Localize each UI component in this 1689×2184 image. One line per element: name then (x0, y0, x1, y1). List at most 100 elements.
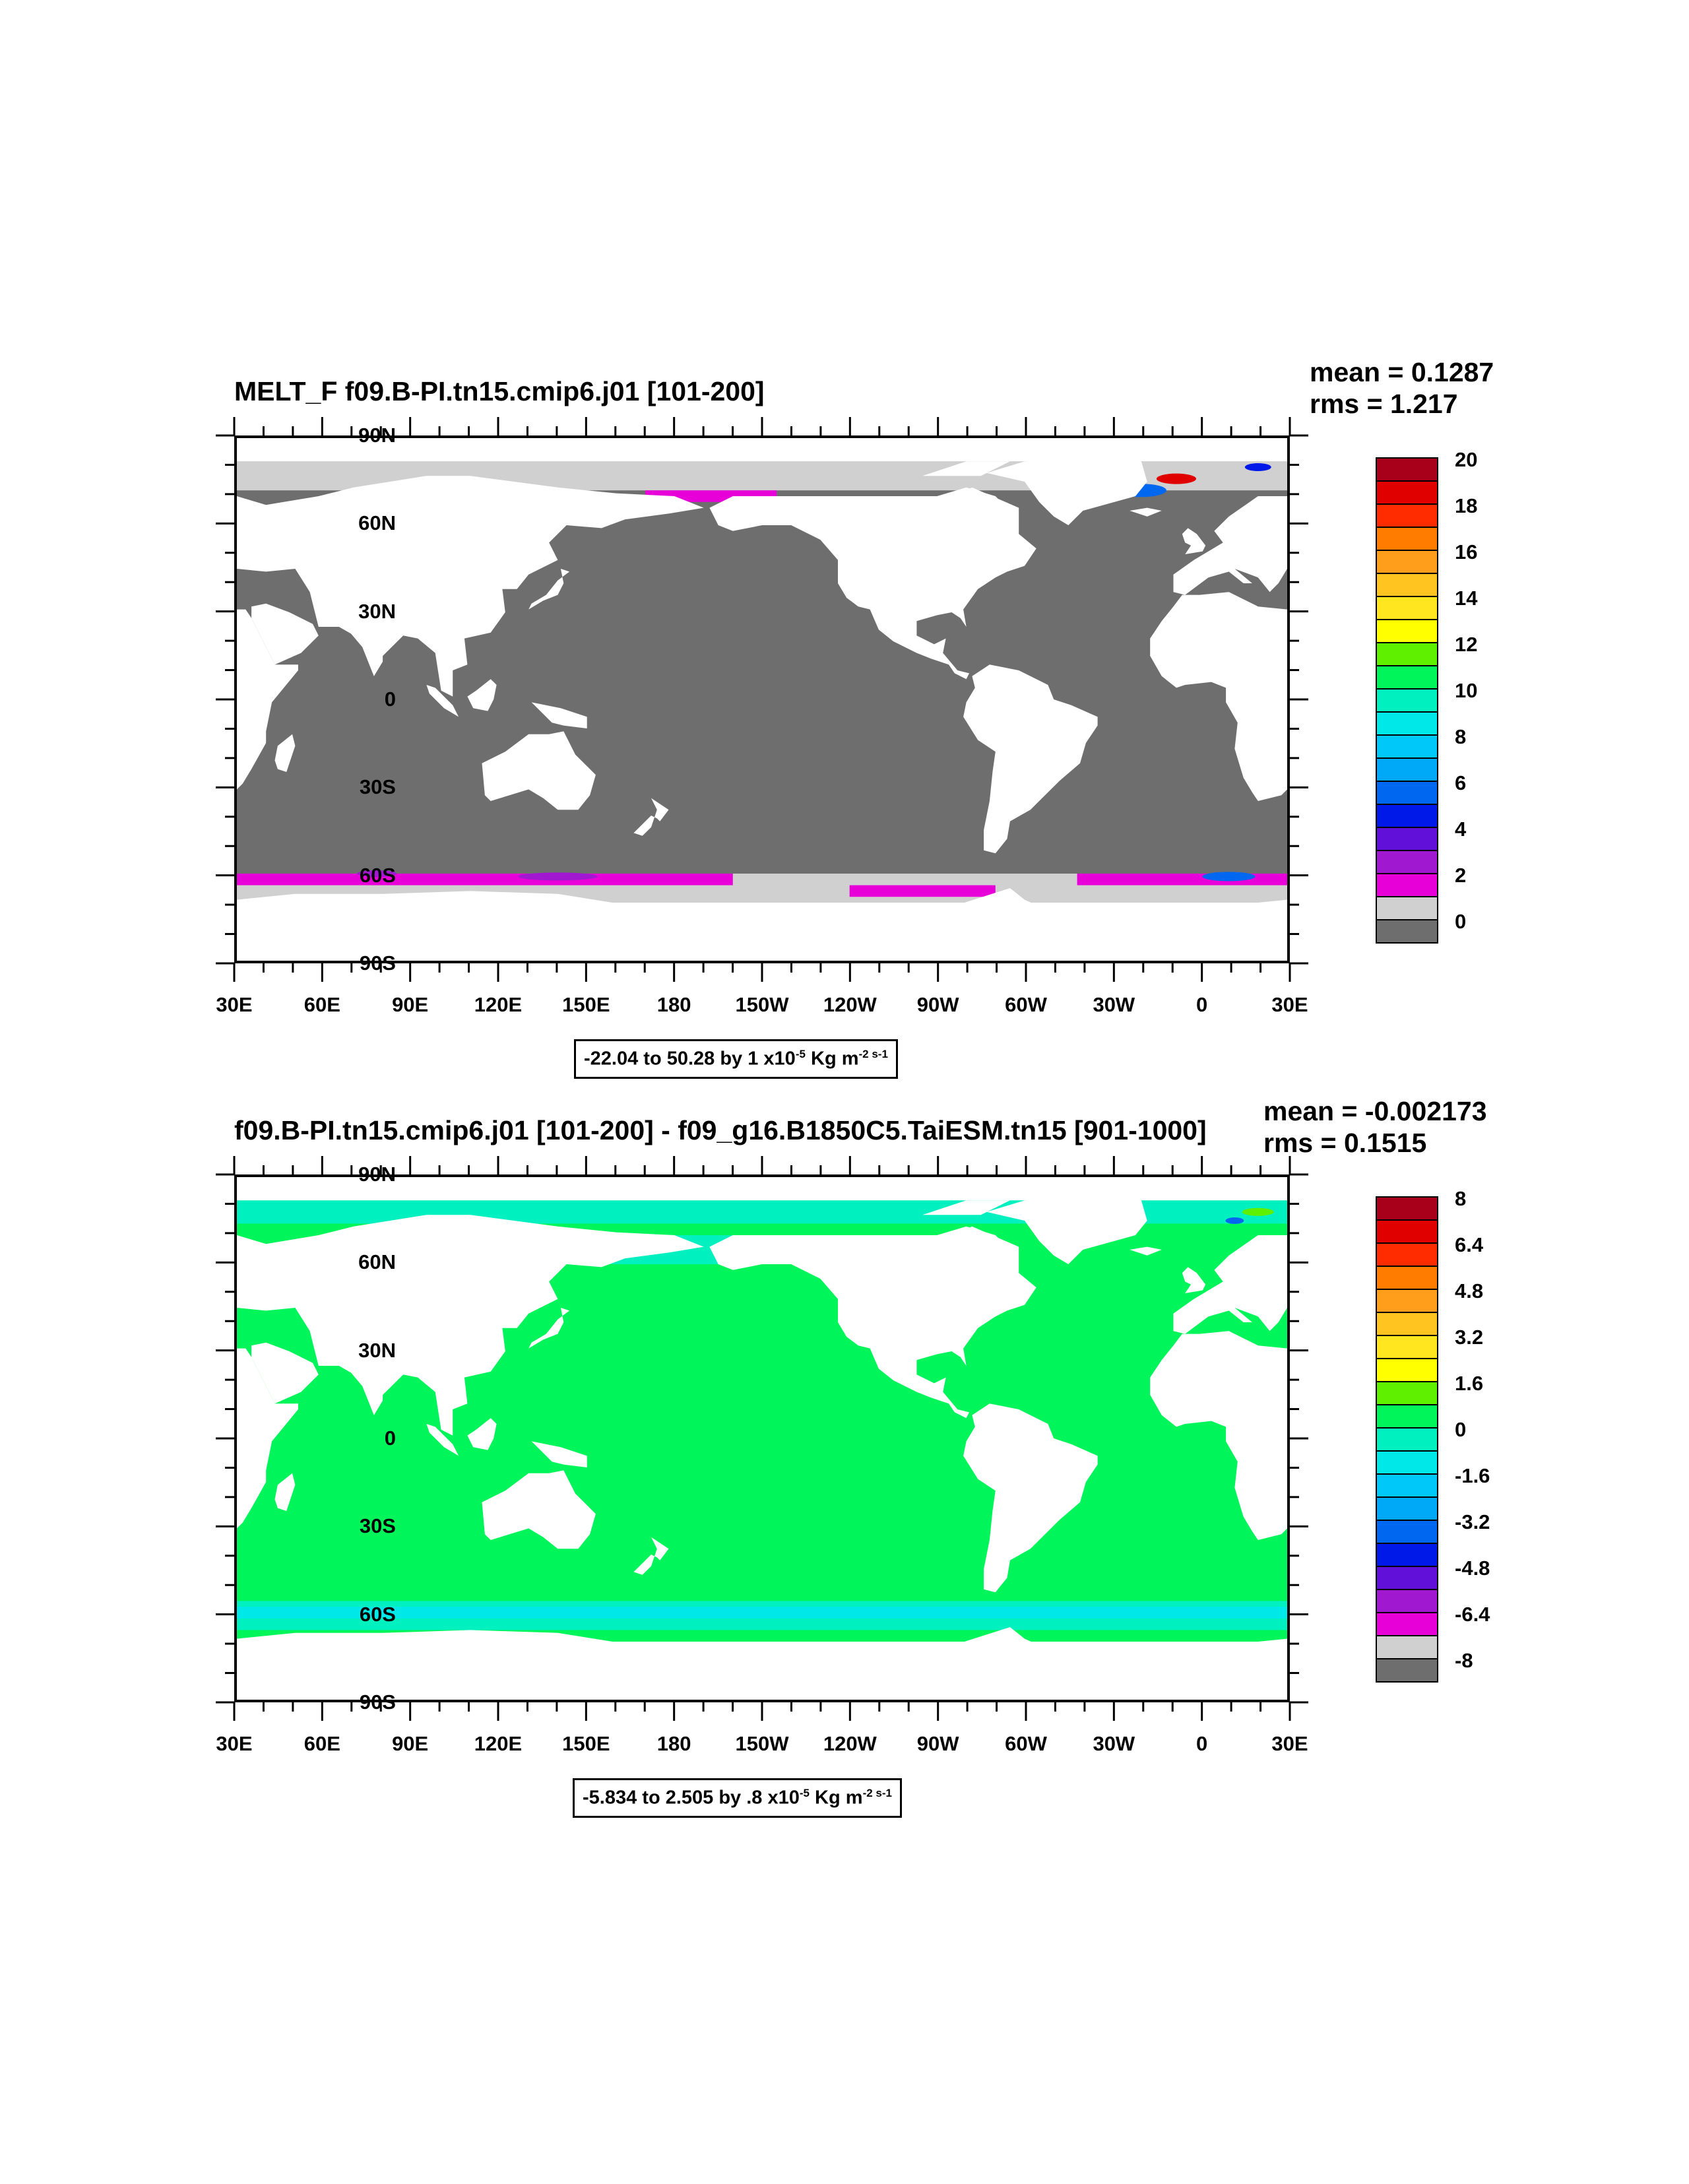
colorbar-label: 8 (1455, 1187, 1467, 1210)
land-borneo (467, 1418, 497, 1450)
y-tick-label: 60S (359, 1602, 396, 1626)
y-tick-label: 60N (358, 511, 396, 535)
colorbar-swatch (1376, 619, 1438, 643)
colorbar-swatch (1376, 711, 1438, 736)
colorbar-swatch (1376, 1635, 1438, 1659)
colorbar-swatch (1376, 1196, 1438, 1221)
x-tick-label: 60E (303, 1732, 340, 1755)
colorbar-swatch (1376, 1589, 1438, 1613)
positive-spot (1242, 1207, 1274, 1216)
land-namerica (709, 1226, 1036, 1419)
colorbar-swatch (1376, 781, 1438, 805)
land-australia (482, 731, 596, 810)
land-greenland (986, 1197, 1147, 1264)
land-samerica (963, 664, 1098, 854)
map-frame (216, 1156, 1308, 1721)
colorbar-swatch (1376, 757, 1438, 782)
land-india (348, 618, 404, 676)
land-eurasia (1173, 1235, 1287, 1334)
land-namerica (709, 487, 1036, 680)
colorbar-swatch (1376, 1312, 1438, 1336)
arctic-ice-edge (237, 438, 1287, 462)
y-tick-label: 90N (358, 1163, 396, 1186)
colorbar-swatch (1376, 457, 1438, 482)
x-tick-label: 30W (1093, 993, 1135, 1016)
y-tick-label: 0 (384, 688, 396, 711)
land-borneo (467, 679, 497, 711)
colorbar-swatch (1376, 1520, 1438, 1544)
map-canvas (237, 1177, 1287, 1700)
colorbar-label: 0 (1455, 1418, 1467, 1441)
land-baffin (937, 487, 1010, 517)
colorbar-swatch (1376, 480, 1438, 505)
melt-band (849, 885, 996, 897)
panel-melt-flux: MELT_F f09.B-PI.tn15.cmip6.j01 [101-200]… (0, 356, 1689, 1095)
colorbar-label: -4.8 (1455, 1557, 1490, 1580)
colorbar-label: 8 (1455, 725, 1467, 748)
map-frame (216, 417, 1308, 982)
colorbar-swatch (1376, 1219, 1438, 1244)
colorbar-swatch (1376, 503, 1438, 528)
x-tick-label: 30E (216, 1732, 253, 1755)
colorbar-swatch (1376, 665, 1438, 690)
x-tick-label: 30W (1093, 1732, 1135, 1755)
colorbar-swatch (1376, 1381, 1438, 1405)
colorbar-label: 18 (1455, 494, 1478, 517)
colorbar-swatch (1376, 688, 1438, 713)
colorbar-label: 1.6 (1455, 1372, 1484, 1395)
colorbar-label: -8 (1455, 1649, 1473, 1672)
negative-band (237, 1607, 1287, 1619)
land-uk (1182, 1267, 1206, 1293)
contour-range-box: -22.04 to 50.28 by 1 x10-5 Kg m-2 s-1 (574, 1039, 898, 1079)
x-tick-label: 90W (916, 1732, 959, 1755)
colorbar-swatch (1376, 527, 1438, 551)
colorbar-swatch (1376, 1289, 1438, 1313)
contour-range-box: -5.834 to 2.505 by .8 x10-5 Kg m-2 s-1 (573, 1778, 902, 1818)
axis-ticks (216, 1156, 1308, 1721)
land-madagascar (274, 734, 296, 772)
rms-stat: rms = 1.217 (1310, 389, 1458, 419)
colorbar-swatch (1376, 1612, 1438, 1636)
colorbar-swatch (1376, 919, 1438, 944)
x-tick-label: 30E (1271, 993, 1308, 1016)
land-antarctica (237, 1630, 675, 1700)
panel-difference: f09.B-PI.tn15.cmip6.j01 [101-200] - f09_… (0, 1095, 1689, 1834)
negative-spot (1225, 1217, 1244, 1224)
colorbar-swatch (1376, 1242, 1438, 1267)
melt-band (237, 874, 733, 885)
x-tick-label: 0 (1196, 993, 1208, 1016)
x-tick-label: 60W (1005, 1732, 1047, 1755)
range-text: -5.834 to 2.505 by .8 x10 (583, 1787, 800, 1809)
colorbar-swatch (1376, 642, 1438, 666)
land-ellesmere (922, 461, 1010, 476)
land-japan (528, 569, 570, 610)
colorbar-label: -6.4 (1455, 1603, 1490, 1626)
panel-title: f09.B-PI.tn15.cmip6.j01 [101-200] - f09_… (234, 1115, 1207, 1145)
land-eurasia (1173, 496, 1287, 595)
melt-core (1156, 473, 1196, 484)
x-tick-label: 30E (216, 993, 253, 1016)
x-tick-label: 120E (474, 993, 523, 1016)
land-arabia (251, 1342, 319, 1404)
y-tick-label: 60S (359, 863, 396, 887)
x-tick-label: 150E (562, 1732, 610, 1755)
land-australia (482, 1470, 596, 1549)
colorbar-label: 4 (1455, 818, 1467, 841)
colorbar-swatch (1376, 734, 1438, 759)
no-data-area (237, 1177, 1287, 1201)
land-eurasia (237, 476, 704, 697)
land-baffin (937, 1226, 1010, 1256)
x-tick-label: 150W (735, 1732, 789, 1755)
colorbar-label: -3.2 (1455, 1510, 1490, 1533)
y-tick-label: 0 (384, 1427, 396, 1450)
range-units-exponent: -2 s-1 (858, 1048, 888, 1060)
x-tick-label: 120W (823, 1732, 877, 1755)
mean-stat: mean = -0.002173 (1263, 1096, 1487, 1126)
colorbar-swatch (1376, 804, 1438, 828)
land-madagascar (274, 1473, 296, 1511)
range-exponent: -5 (795, 1048, 806, 1060)
colorbar-swatch (1376, 596, 1438, 620)
land-uk (1182, 528, 1206, 554)
land-newguinea (531, 1441, 587, 1467)
colorbar-swatch (1376, 573, 1438, 597)
